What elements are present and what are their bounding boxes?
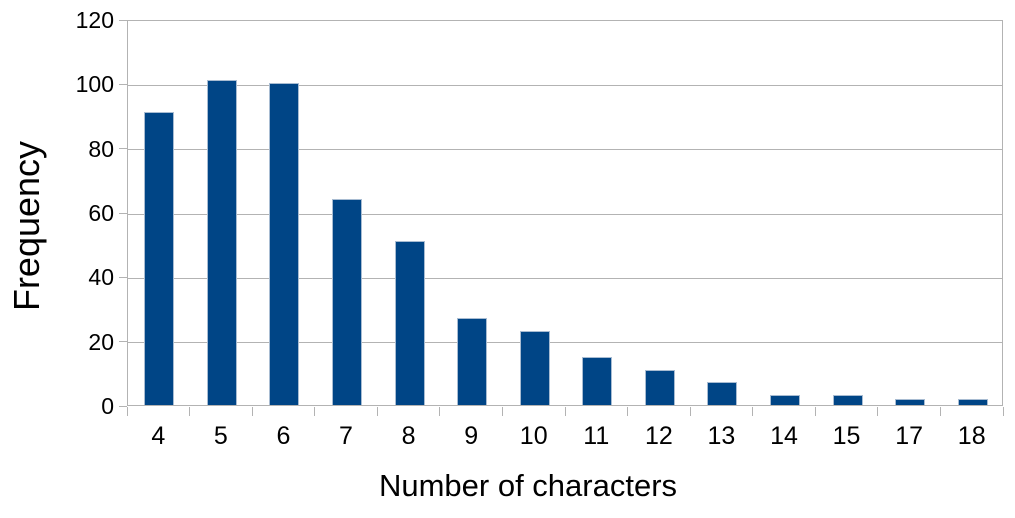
x-axis-tick-mark [877, 407, 879, 416]
bar [957, 399, 988, 405]
x-axis-tick-mark [126, 407, 128, 416]
x-axis-tick-label: 14 [770, 422, 798, 450]
x-axis-tick-label: 8 [401, 422, 416, 450]
gridline [128, 149, 1002, 151]
bar [832, 395, 863, 405]
y-axis-tick-label: 40 [88, 264, 114, 291]
x-axis-tick-mark [689, 407, 691, 416]
y-axis-tick-mark [119, 212, 127, 214]
x-axis-tick-mark [189, 407, 191, 416]
bar [895, 399, 926, 405]
x-axis-tick-label: 15 [832, 422, 861, 450]
y-axis-tick-label: 60 [88, 200, 114, 226]
gridline [128, 84, 1002, 86]
y-axis-tick-label: 80 [88, 135, 114, 162]
bar [707, 382, 738, 405]
x-axis-title: Number of characters [378, 468, 678, 503]
x-axis-tick-label: 13 [707, 422, 736, 450]
gridline [128, 277, 1002, 279]
bar [770, 395, 800, 405]
x-axis-tick-mark [439, 407, 441, 416]
bar [206, 80, 237, 405]
plot-area [127, 20, 1003, 406]
bar [332, 199, 362, 405]
x-axis-tick-mark [314, 407, 316, 416]
bar [457, 318, 488, 405]
x-axis-tick-mark [814, 407, 816, 416]
y-axis-tick-mark [119, 276, 127, 278]
y-axis-tick-mark [119, 341, 127, 343]
x-axis-tick-mark [939, 407, 941, 416]
x-axis-tick-mark [627, 407, 629, 416]
y-axis-tick-mark [119, 19, 127, 21]
x-axis-tick-mark [501, 407, 503, 416]
bar [394, 241, 425, 405]
x-axis-tick-label: 5 [213, 422, 228, 450]
x-axis-tick-label: 11 [583, 422, 610, 450]
x-axis-tick-label: 9 [464, 422, 479, 450]
bar [519, 331, 550, 405]
x-axis-tick-label: 6 [276, 422, 291, 450]
gridline [128, 342, 1002, 344]
x-axis-tick-label: 10 [519, 422, 548, 450]
x-axis-tick-mark [251, 407, 253, 416]
y-axis-tick-label: 20 [88, 328, 114, 355]
gridline [128, 213, 1002, 215]
x-axis-tick-mark [1002, 407, 1004, 416]
y-axis-tick-mark [119, 405, 127, 407]
y-axis-tick-mark [119, 83, 127, 85]
bar [582, 357, 613, 405]
x-axis-tick-label: 18 [957, 422, 986, 450]
x-axis-tick-mark [376, 407, 378, 416]
x-axis-tick-mark [752, 407, 754, 416]
x-axis-tick-label: 7 [339, 422, 353, 450]
bar [269, 83, 300, 405]
y-axis-tick-mark [119, 148, 127, 150]
x-axis-tick-label: 4 [151, 422, 166, 450]
y-axis-tick-label: 0 [101, 393, 114, 419]
bar [644, 370, 675, 405]
y-axis-tick-label: 100 [75, 71, 114, 98]
bar [144, 112, 175, 405]
x-axis-tick-label: 12 [644, 422, 673, 450]
x-axis-tick-mark [564, 407, 566, 416]
y-axis-tick-label: 120 [75, 7, 114, 33]
x-axis-tick-label: 17 [895, 422, 924, 450]
